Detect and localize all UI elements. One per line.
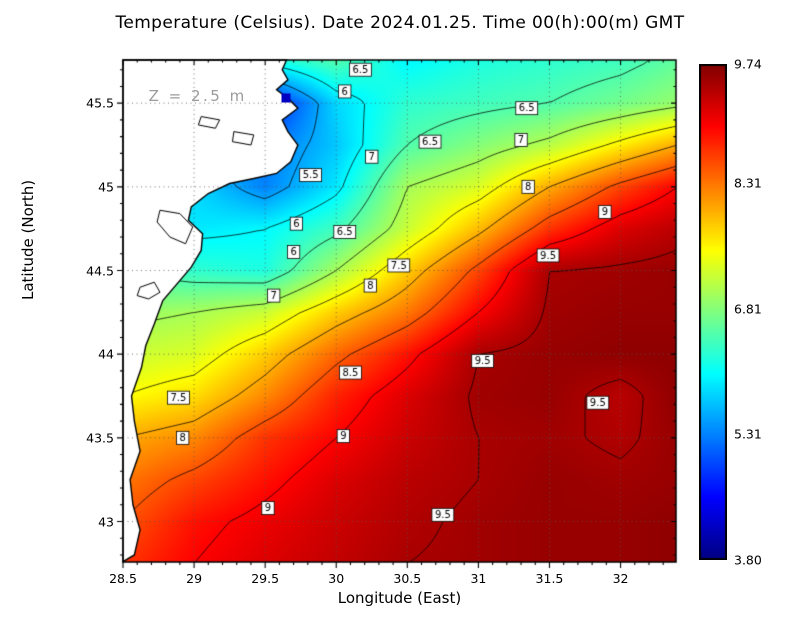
x-tick-label: 29.5: [251, 571, 280, 586]
chart-title: Temperature (Celsius). Date 2024.01.25. …: [115, 13, 685, 33]
colorbar-tick-label: 8.31: [734, 175, 762, 191]
x-tick-label: 30: [328, 571, 345, 586]
colorbar-tick-label: 6.81: [734, 301, 762, 317]
colorbar-tick-label: 3.80: [734, 552, 762, 568]
y-tick-label: 44.5: [86, 263, 114, 278]
x-axis-label: Longitude (East): [337, 589, 462, 607]
station-marker: [281, 93, 291, 103]
colorbar-tick-label: 9.74: [734, 56, 762, 72]
y-tick-label: 43.5: [86, 430, 114, 446]
x-tick-label: 31: [470, 571, 487, 586]
y-axis-label: Latitude (North): [19, 179, 37, 300]
x-tick-label: 28.5: [109, 571, 137, 586]
y-tick-label: 44: [98, 346, 114, 362]
colorbar-tick-label: 5.31: [734, 426, 762, 442]
y-tick-label: 45: [98, 179, 114, 195]
x-tick-label: 32: [612, 571, 629, 586]
x-tick-label: 30.5: [393, 571, 422, 586]
colorbar: [699, 64, 727, 560]
x-tick-label: 29: [186, 571, 203, 586]
y-tick-label: 45.5: [86, 95, 114, 111]
x-tick-label: 31.5: [535, 571, 564, 586]
depth-annotation: Z = 2.5 m: [148, 87, 247, 106]
y-tick-label: 43: [98, 514, 114, 529]
